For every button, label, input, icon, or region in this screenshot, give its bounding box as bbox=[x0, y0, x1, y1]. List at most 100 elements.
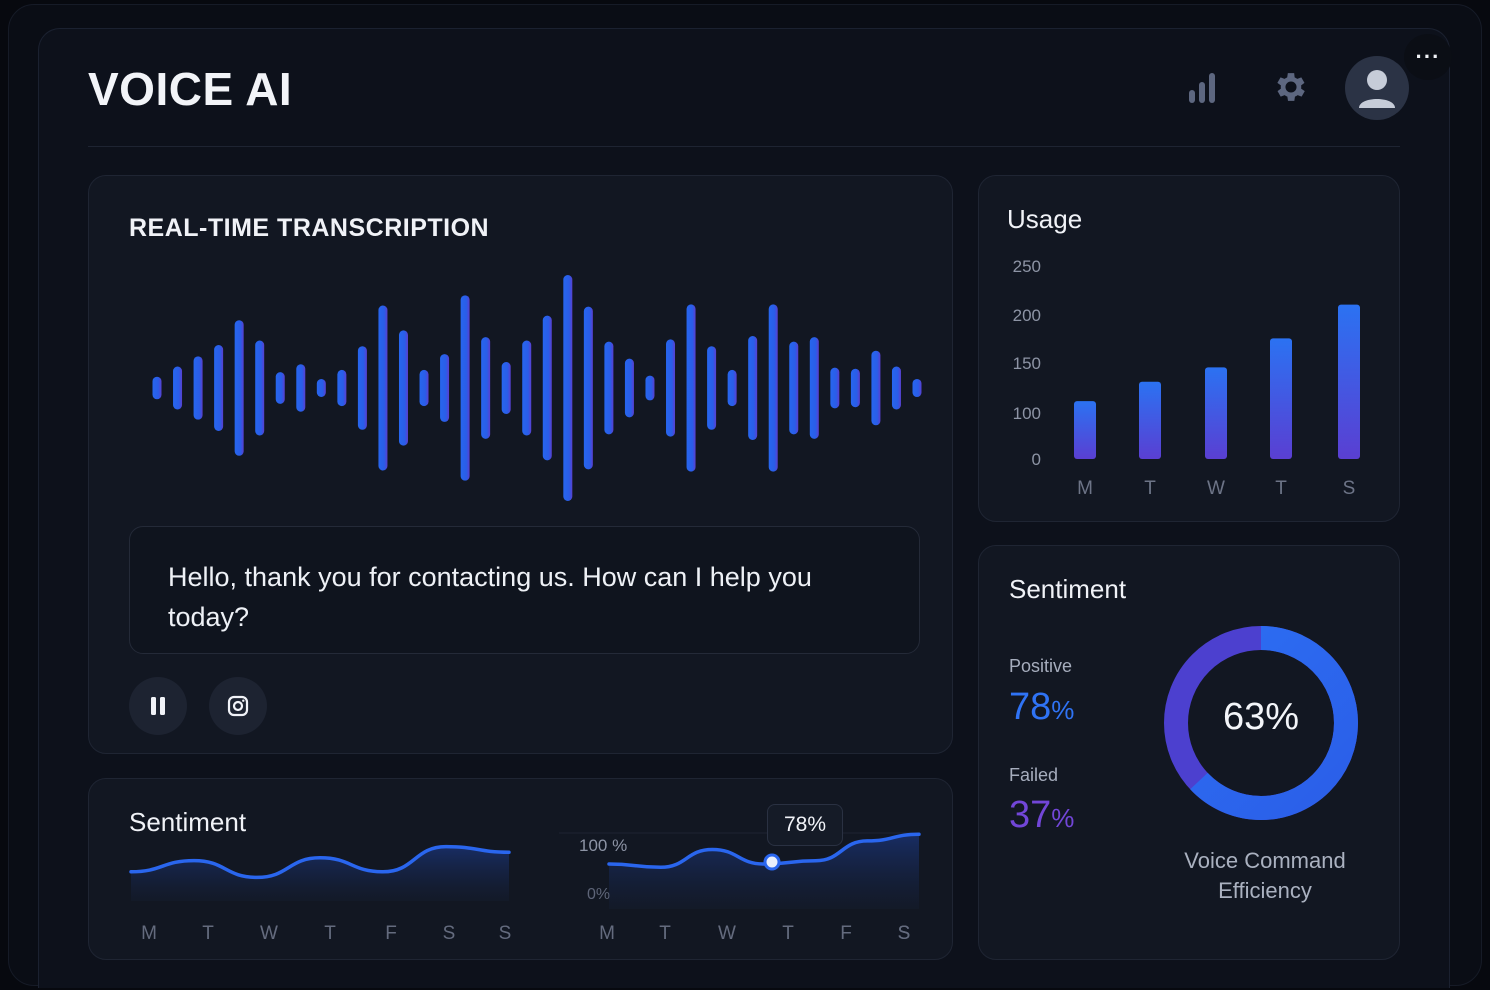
waveform-bar bbox=[850, 368, 860, 408]
y-tick-label: 100 % bbox=[579, 836, 627, 855]
efficiency-caption: Voice Command Efficiency bbox=[1184, 848, 1346, 903]
donut-arc bbox=[1164, 626, 1358, 820]
x-tick-label: S bbox=[443, 923, 456, 944]
waveform-bar bbox=[152, 376, 162, 400]
waveform-bar bbox=[789, 341, 799, 435]
waveform-bar bbox=[440, 354, 450, 422]
usage-bar bbox=[1338, 304, 1360, 459]
transcription-title: REAL-TIME TRANSCRIPTION bbox=[129, 214, 490, 242]
waveform-bar bbox=[871, 350, 881, 426]
efficiency-donut-chart bbox=[1164, 626, 1358, 820]
waveform-bar bbox=[666, 339, 676, 437]
waveform-bar bbox=[563, 275, 573, 501]
waveform-bar bbox=[419, 369, 429, 407]
user-avatar[interactable] bbox=[1345, 56, 1409, 120]
waveform-bar bbox=[173, 366, 183, 410]
waveform-bar bbox=[214, 345, 224, 431]
waveform-bar bbox=[501, 362, 511, 414]
waveform-bar bbox=[768, 304, 778, 472]
bar-chart-icon bbox=[1189, 73, 1215, 103]
x-tick-label: S bbox=[898, 923, 911, 944]
y-tick-label: 150 bbox=[1013, 354, 1041, 373]
app-title: VOICE AI bbox=[88, 63, 293, 115]
waveform-bar bbox=[193, 356, 203, 420]
waveform-bar bbox=[830, 367, 840, 409]
failed-label: Failed bbox=[1009, 765, 1059, 785]
waveform-bar bbox=[357, 346, 367, 430]
x-tick-label: S bbox=[1343, 478, 1356, 499]
settings-button[interactable] bbox=[1268, 64, 1314, 110]
waveform-bar bbox=[604, 341, 614, 435]
sentiment-summary-title: Sentiment bbox=[1009, 574, 1127, 604]
x-tick-label: M bbox=[599, 923, 615, 944]
positive-value: 78% bbox=[1009, 686, 1075, 728]
usage-card: Usage 250 200 150 100 0 M T W T S bbox=[978, 175, 1400, 522]
sentiment-area-fill bbox=[131, 846, 509, 901]
y-tick-label: 250 bbox=[1013, 257, 1041, 276]
waveform-bar bbox=[748, 336, 758, 440]
y-tick-label: 100 bbox=[1013, 404, 1041, 423]
waveform-bar bbox=[296, 364, 306, 412]
x-tick-label: M bbox=[141, 923, 157, 944]
waveform-bar bbox=[686, 304, 696, 472]
x-tick-label: T bbox=[202, 923, 214, 944]
x-tick-label: S bbox=[499, 923, 512, 944]
user-icon bbox=[1359, 70, 1395, 108]
waveform-bar bbox=[912, 378, 922, 398]
record-icon bbox=[227, 695, 249, 717]
pause-button[interactable] bbox=[129, 677, 187, 735]
x-tick-label: S bbox=[898, 923, 911, 944]
waveform-bar bbox=[522, 340, 532, 436]
waveform-bar bbox=[645, 375, 655, 401]
x-tick-label: T bbox=[324, 923, 336, 944]
chart-tooltip: 78% bbox=[767, 804, 843, 846]
pause-icon bbox=[151, 697, 165, 715]
waveform-bar bbox=[481, 337, 491, 439]
gear-icon bbox=[1277, 73, 1305, 101]
usage-bar bbox=[1270, 338, 1292, 459]
waveform-bar bbox=[460, 295, 470, 481]
sentiment-trend-card: Sentiment M T W T F S S 100 % 0% M T W T F S S 78% bbox=[88, 778, 953, 960]
waveform-bar bbox=[275, 372, 285, 404]
more-options-button[interactable]: ··· bbox=[1404, 34, 1452, 80]
sentiment-area-line bbox=[129, 844, 511, 880]
waveform-bar bbox=[378, 305, 388, 471]
x-tick-label: F bbox=[385, 923, 397, 944]
x-tick-label: T bbox=[1275, 478, 1287, 499]
waveform-bar bbox=[542, 315, 552, 461]
header-divider bbox=[88, 146, 1400, 147]
stats-button[interactable] bbox=[1180, 66, 1224, 110]
waveform-bar bbox=[624, 358, 634, 418]
record-button[interactable] bbox=[209, 677, 267, 735]
sentiment-summary-card: Sentiment Positive 78% Failed 37% 63% Vo… bbox=[978, 545, 1400, 960]
x-tick-label: M bbox=[1077, 478, 1093, 499]
transcription-card: REAL-TIME TRANSCRIPTION Hello, thank you… bbox=[88, 175, 953, 754]
waveform-bar bbox=[255, 340, 265, 436]
transcript-text: Hello, thank you for contacting us. How … bbox=[129, 526, 920, 654]
usage-bar-chart: 250 200 150 100 0 M T W T S bbox=[1013, 257, 1360, 499]
usage-bar bbox=[1074, 401, 1096, 459]
failed-value: 37% bbox=[1009, 794, 1075, 836]
waveform-bar bbox=[316, 379, 326, 397]
x-tick-label: F bbox=[840, 923, 852, 944]
y-tick-label: 200 bbox=[1013, 306, 1041, 325]
efficiency-value: 63% bbox=[1222, 696, 1300, 738]
waveform-bar bbox=[337, 369, 347, 407]
sentiment-trend-title: Sentiment bbox=[129, 807, 247, 837]
x-tick-label: W bbox=[718, 923, 736, 944]
y-tick-label: 0 bbox=[1032, 450, 1041, 469]
x-tick-label: T bbox=[782, 923, 794, 944]
waveform-bar bbox=[234, 320, 244, 456]
x-tick-label: W bbox=[1207, 478, 1225, 499]
waveform-bar bbox=[809, 337, 819, 439]
waveform-bar bbox=[727, 369, 737, 407]
positive-label: Positive bbox=[1009, 656, 1073, 676]
x-tick-label: T bbox=[1144, 478, 1156, 499]
usage-title: Usage bbox=[1007, 204, 1083, 234]
waveform-bar bbox=[891, 366, 901, 410]
waveform-bar bbox=[707, 346, 717, 430]
highlight-point bbox=[763, 853, 781, 871]
waveform-bar bbox=[398, 330, 408, 446]
usage-bar bbox=[1139, 381, 1161, 459]
